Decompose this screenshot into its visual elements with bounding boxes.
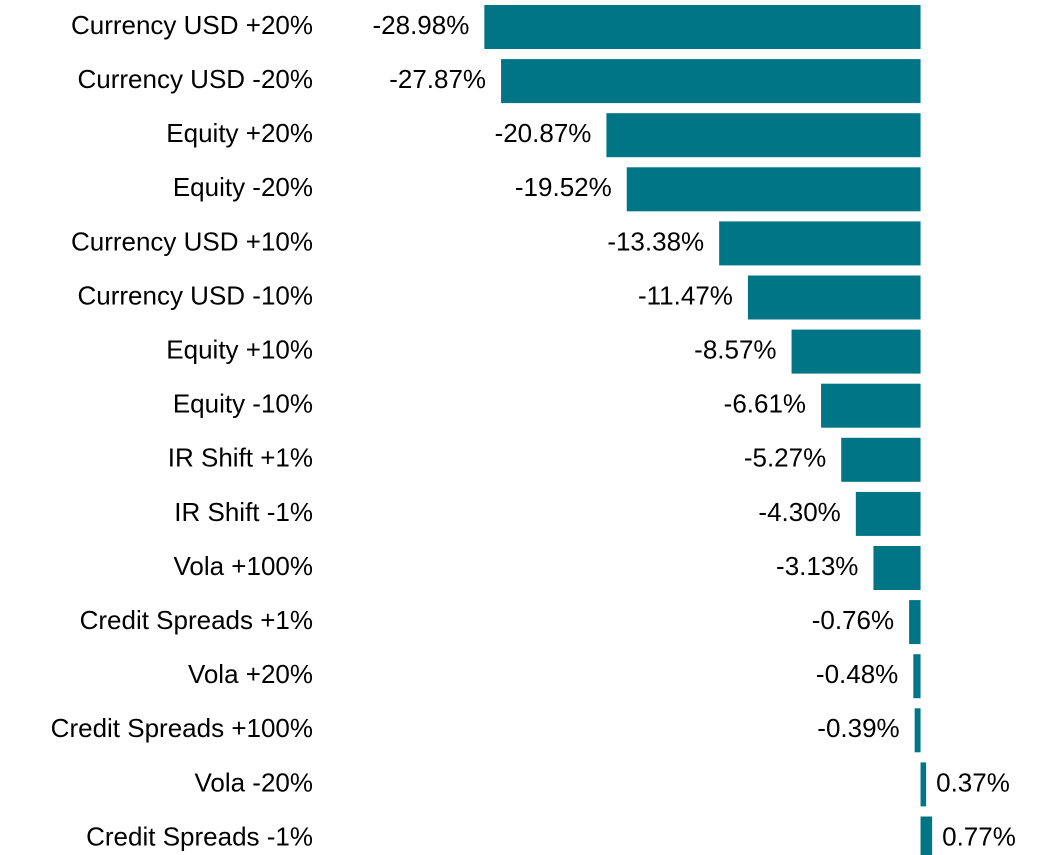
value-label: 0.77% [942, 821, 1016, 851]
category-label: Currency USD -10% [77, 280, 313, 310]
value-label: -0.48% [816, 659, 898, 689]
category-label: Currency USD -20% [77, 64, 313, 94]
category-label: IR Shift -1% [174, 497, 313, 527]
value-label: -11.47% [638, 280, 733, 310]
value-label: -13.38% [607, 226, 704, 256]
bar [484, 5, 921, 49]
value-label: -27.87% [389, 64, 486, 94]
category-label: Vola +100% [173, 551, 313, 581]
bar [719, 221, 921, 266]
category-label: Currency USD +10% [71, 226, 313, 256]
bar [909, 600, 921, 645]
value-label: -4.30% [758, 497, 840, 527]
value-label: -5.27% [744, 443, 826, 473]
bar [501, 59, 921, 104]
value-label: 0.37% [936, 767, 1010, 797]
category-label: IR Shift +1% [168, 443, 313, 473]
category-label: Credit Spreads +1% [80, 605, 313, 635]
value-label: -0.39% [817, 713, 899, 743]
category-label: Vola -20% [194, 767, 313, 797]
bar [914, 708, 921, 753]
bar [855, 491, 921, 536]
bar [841, 437, 921, 482]
bar [626, 167, 921, 212]
category-label: Equity +10% [166, 334, 313, 364]
bar [913, 654, 921, 699]
value-label: -0.76% [812, 605, 894, 635]
category-label: Equity +20% [166, 118, 313, 148]
value-label: -6.61% [724, 389, 806, 419]
bar [747, 275, 921, 320]
category-label: Vola +20% [188, 659, 313, 689]
value-label: -8.57% [694, 334, 776, 364]
bar [920, 816, 933, 855]
category-label: Equity -10% [173, 389, 313, 419]
bar [920, 762, 927, 807]
category-label: Equity -20% [173, 172, 313, 202]
category-label: Credit Spreads -1% [86, 821, 313, 851]
value-label: -19.52% [515, 172, 612, 202]
bar [873, 546, 921, 590]
bar [606, 113, 921, 158]
value-label: -20.87% [495, 118, 592, 148]
category-label: Currency USD +20% [71, 10, 313, 40]
value-label: -28.98% [373, 10, 470, 40]
bar [821, 383, 921, 428]
category-label: Credit Spreads +100% [51, 713, 313, 743]
value-label: -3.13% [776, 551, 858, 581]
bar [791, 329, 921, 374]
